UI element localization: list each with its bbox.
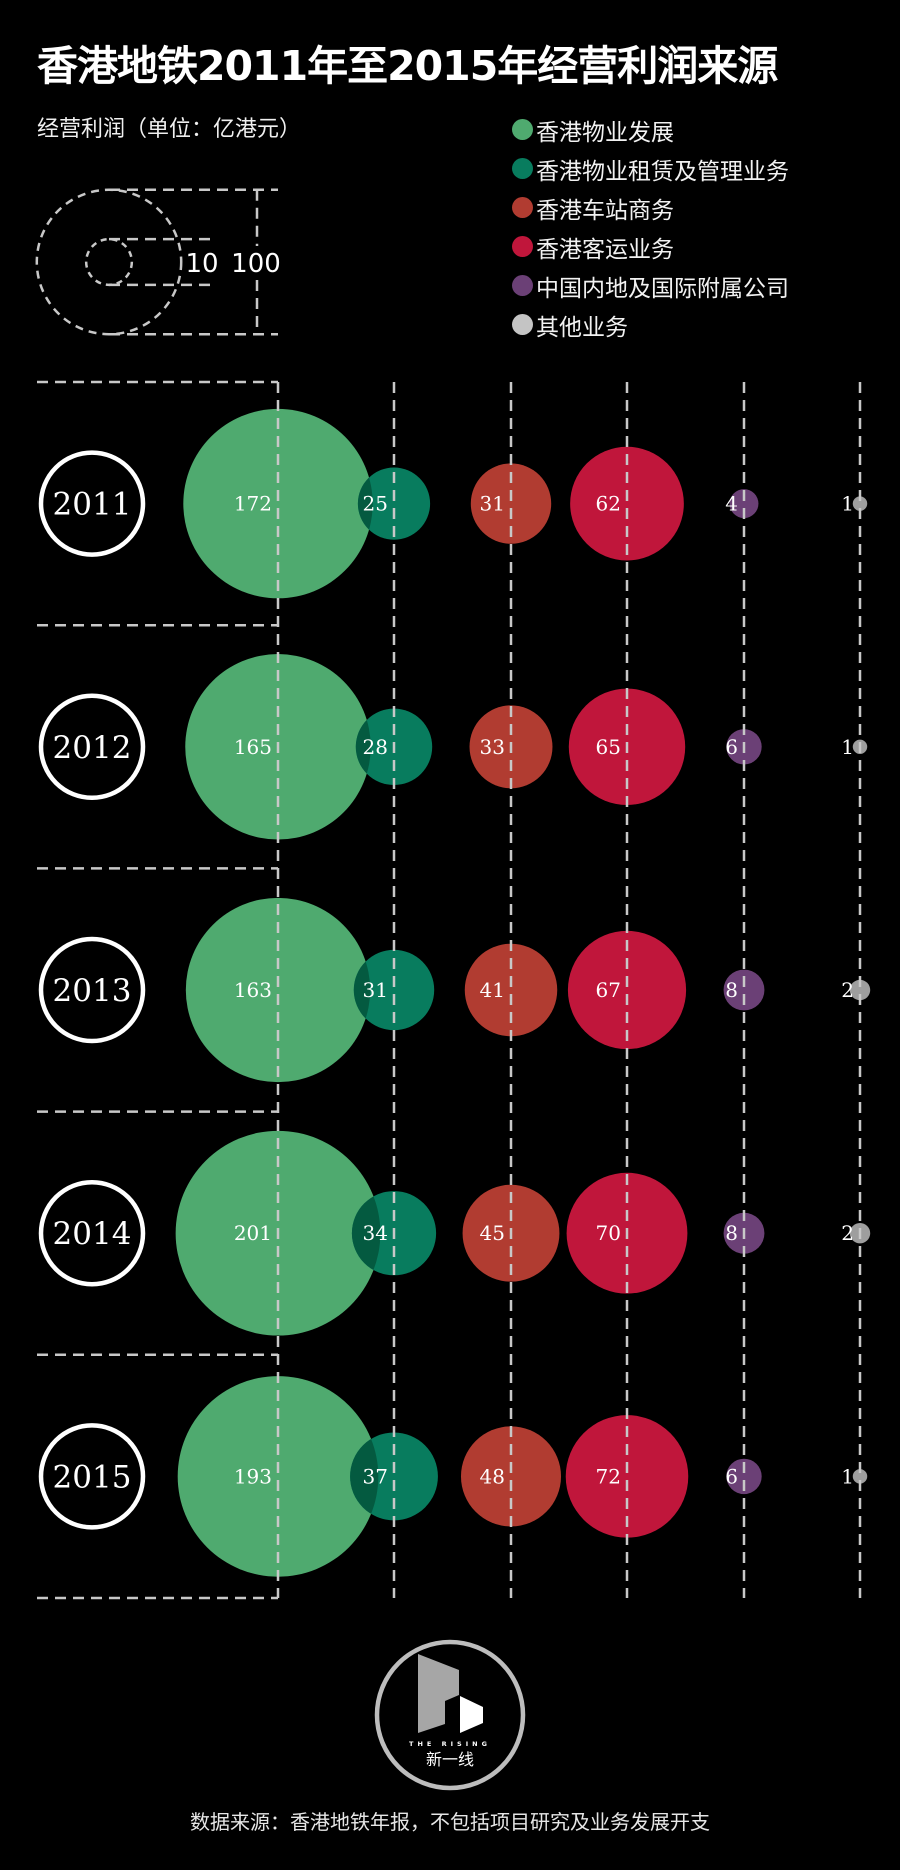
size-legend-large-label: 100 bbox=[231, 249, 281, 279]
bubble bbox=[185, 897, 371, 1083]
legend-item: 香港客运业务 bbox=[512, 227, 789, 266]
unit-label: 经营利润（单位：亿港元） bbox=[37, 117, 302, 142]
bubble-value-label: 163 bbox=[234, 978, 272, 1002]
bubble-row bbox=[183, 408, 868, 599]
bubble-value-label: 8 bbox=[725, 1221, 738, 1245]
size-legend-small-label: 10 bbox=[185, 249, 218, 279]
bubble-value-label: 6 bbox=[725, 1464, 738, 1488]
logo-ring bbox=[374, 1639, 526, 1791]
bubble bbox=[565, 1415, 689, 1538]
bubble bbox=[470, 463, 552, 544]
year-label: 2012 bbox=[53, 730, 132, 766]
bubble-row bbox=[175, 1130, 871, 1336]
logo-gray-shape-icon bbox=[418, 1654, 459, 1733]
bubble-value-label: 201 bbox=[234, 1221, 272, 1245]
legend-item: 中国内地及国际附属公司 bbox=[512, 266, 789, 305]
bubble bbox=[570, 446, 684, 561]
legend-item: 其他业务 bbox=[512, 305, 789, 344]
bubble bbox=[183, 408, 373, 599]
bubble bbox=[567, 930, 687, 1050]
bubble-value-label: 45 bbox=[480, 1221, 505, 1245]
logo-brand-en: THE RISING bbox=[409, 1740, 491, 1748]
bubble-value-label: 193 bbox=[234, 1464, 272, 1488]
bubble bbox=[357, 467, 431, 540]
bubble-value-label: 72 bbox=[596, 1464, 621, 1488]
legend-swatch-icon bbox=[512, 119, 533, 140]
bubble-value-label: 70 bbox=[596, 1221, 621, 1245]
year-badge-circle bbox=[38, 936, 146, 1044]
bubble-value-label: 1 bbox=[841, 1464, 854, 1488]
legend-label: 香港物业租赁及管理业务 bbox=[536, 158, 789, 185]
bubble bbox=[460, 1426, 562, 1527]
legend-label: 香港客运业务 bbox=[536, 236, 674, 263]
legend-swatch-icon bbox=[512, 236, 533, 257]
legend-label: 中国内地及国际附属公司 bbox=[536, 275, 789, 302]
legend-label: 其他业务 bbox=[536, 314, 628, 341]
bubble bbox=[464, 943, 558, 1037]
bubble-overlap bbox=[351, 1191, 381, 1276]
bubble-value-label: 31 bbox=[480, 492, 505, 516]
legend: 香港物业发展香港物业租赁及管理业务 香港车站商务 香港客运业务中国内地及国际附属公司… bbox=[512, 110, 789, 344]
bubble-row bbox=[185, 897, 871, 1083]
bubble bbox=[849, 979, 871, 1001]
year-label: 2011 bbox=[53, 487, 132, 523]
legend-swatch-icon bbox=[512, 197, 533, 218]
bubble bbox=[852, 496, 868, 511]
source-note: 数据来源：香港地铁年报，不包括项目研究及业务发展开支 bbox=[190, 1810, 710, 1834]
legend-swatch-icon bbox=[512, 314, 533, 335]
year-badge-circle bbox=[38, 693, 146, 801]
bubble-value-label: 165 bbox=[234, 735, 272, 759]
bubble-value-label: 28 bbox=[363, 735, 388, 759]
year-badge-circle bbox=[38, 1179, 146, 1287]
bubble-value-label: 67 bbox=[596, 978, 621, 1002]
year-badge-circle bbox=[38, 1423, 146, 1530]
legend-label: 香港物业发展 bbox=[536, 119, 674, 146]
bubble-row bbox=[177, 1376, 868, 1577]
bubble-value-label: 48 bbox=[480, 1464, 505, 1488]
bubble bbox=[353, 949, 435, 1031]
year-badge-circle bbox=[38, 450, 146, 557]
bubble-value-label: 65 bbox=[596, 735, 621, 759]
bubble-value-label: 8 bbox=[725, 978, 738, 1002]
year-label: 2014 bbox=[53, 1216, 132, 1252]
bubble bbox=[177, 1376, 379, 1577]
bubble bbox=[852, 1469, 868, 1484]
legend-item: 香港物业租赁及管理业务 bbox=[512, 149, 789, 188]
bubble-value-label: 37 bbox=[363, 1464, 388, 1488]
bubble-value-label: 2 bbox=[841, 978, 854, 1002]
bubble bbox=[723, 969, 765, 1011]
bubble-value-label: 6 bbox=[725, 735, 738, 759]
chart-title: 香港地铁2011年至2015年经营利润来源 bbox=[37, 42, 778, 90]
bubble-value-label: 1 bbox=[841, 492, 854, 516]
bubble-value-label: 31 bbox=[363, 978, 388, 1002]
bubble-value-label: 1 bbox=[841, 735, 854, 759]
bubble-value-label: 62 bbox=[596, 492, 621, 516]
size-legend-large-circle bbox=[35, 188, 183, 336]
legend-swatch-icon bbox=[512, 275, 533, 296]
logo-brand-cn: 新一线 bbox=[426, 1750, 474, 1769]
bubble-value-label: 25 bbox=[363, 492, 388, 516]
bubble-row bbox=[185, 654, 868, 840]
legend-item: 香港车站商务 bbox=[512, 188, 789, 227]
bubble-value-label: 33 bbox=[480, 735, 505, 759]
size-legend-small-circle bbox=[84, 237, 134, 287]
legend-swatch-icon bbox=[512, 158, 533, 179]
bubble-value-label: 4 bbox=[725, 492, 738, 516]
year-label: 2013 bbox=[53, 973, 132, 1009]
legend-item: 香港物业发展 bbox=[512, 110, 789, 149]
bubble-value-label: 41 bbox=[480, 978, 505, 1002]
bubble-overlap bbox=[350, 1432, 379, 1521]
bubble-value-label: 2 bbox=[841, 1221, 854, 1245]
legend-label: 香港车站商务 bbox=[536, 197, 674, 224]
bubble bbox=[726, 1458, 762, 1495]
logo-white-shape-icon bbox=[460, 1696, 483, 1733]
bubble-value-label: 34 bbox=[363, 1221, 388, 1245]
bubble bbox=[729, 489, 759, 519]
year-label: 2015 bbox=[53, 1459, 132, 1495]
bubble-value-label: 172 bbox=[234, 492, 272, 516]
